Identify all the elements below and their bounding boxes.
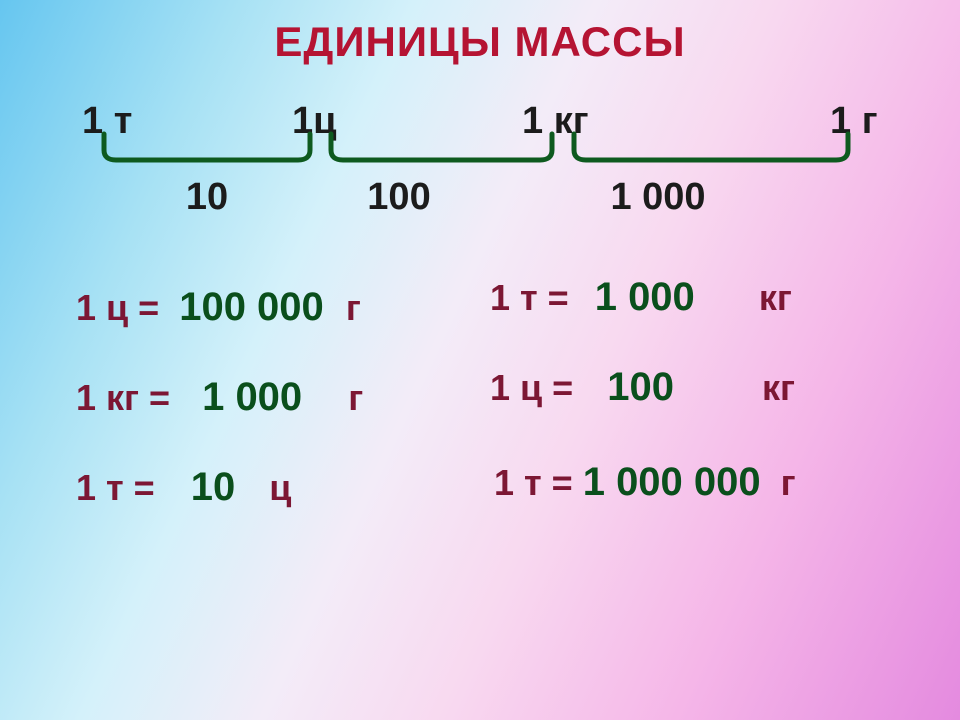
eq-l2: 1 кг = 1 000 г	[76, 375, 363, 420]
bracket-2	[327, 130, 556, 170]
eq-l3: 1 т = 10 ц	[76, 465, 291, 510]
eq-r2-lhs: 1 ц =	[490, 367, 573, 408]
eq-r3: 1 т = 1 000 000 г	[494, 460, 796, 505]
eq-l3-unit: ц	[269, 467, 291, 508]
eq-r3-lhs: 1 т =	[494, 462, 573, 503]
eq-l2-val: 1 000	[202, 375, 302, 419]
eq-l1: 1 ц = 100 000 г	[76, 285, 361, 330]
eq-r2-val: 100	[607, 365, 674, 409]
eq-r2: 1 ц = 100 кг	[490, 365, 795, 410]
eq-l3-lhs: 1 т =	[76, 467, 155, 508]
eq-l1-val: 100 000	[179, 285, 324, 329]
factor-2: 100	[319, 176, 479, 219]
eq-l1-lhs: 1 ц =	[76, 287, 159, 328]
eq-r3-unit: г	[781, 462, 796, 503]
factor-1: 10	[127, 176, 287, 219]
eq-r2-unit: кг	[762, 367, 795, 408]
bracket-3	[570, 130, 852, 170]
eq-l2-unit: г	[348, 377, 363, 418]
slide-title: ЕДИНИЦЫ МАССЫ	[0, 18, 960, 66]
slide-background: ЕДИНИЦЫ МАССЫ 1 т 1ц 1 кг 1 г 10 100 1 0…	[0, 0, 960, 720]
eq-r1-val: 1 000	[595, 275, 695, 319]
eq-r1-unit: кг	[759, 277, 792, 318]
factor-3: 1 000	[578, 176, 738, 219]
eq-l2-lhs: 1 кг =	[76, 377, 170, 418]
eq-l1-unit: г	[346, 287, 361, 328]
bracket-1	[100, 130, 314, 170]
eq-l3-val: 10	[191, 465, 236, 509]
eq-r1-lhs: 1 т =	[490, 277, 569, 318]
eq-r3-val: 1 000 000	[583, 460, 761, 504]
eq-r1: 1 т = 1 000 кг	[490, 275, 792, 320]
